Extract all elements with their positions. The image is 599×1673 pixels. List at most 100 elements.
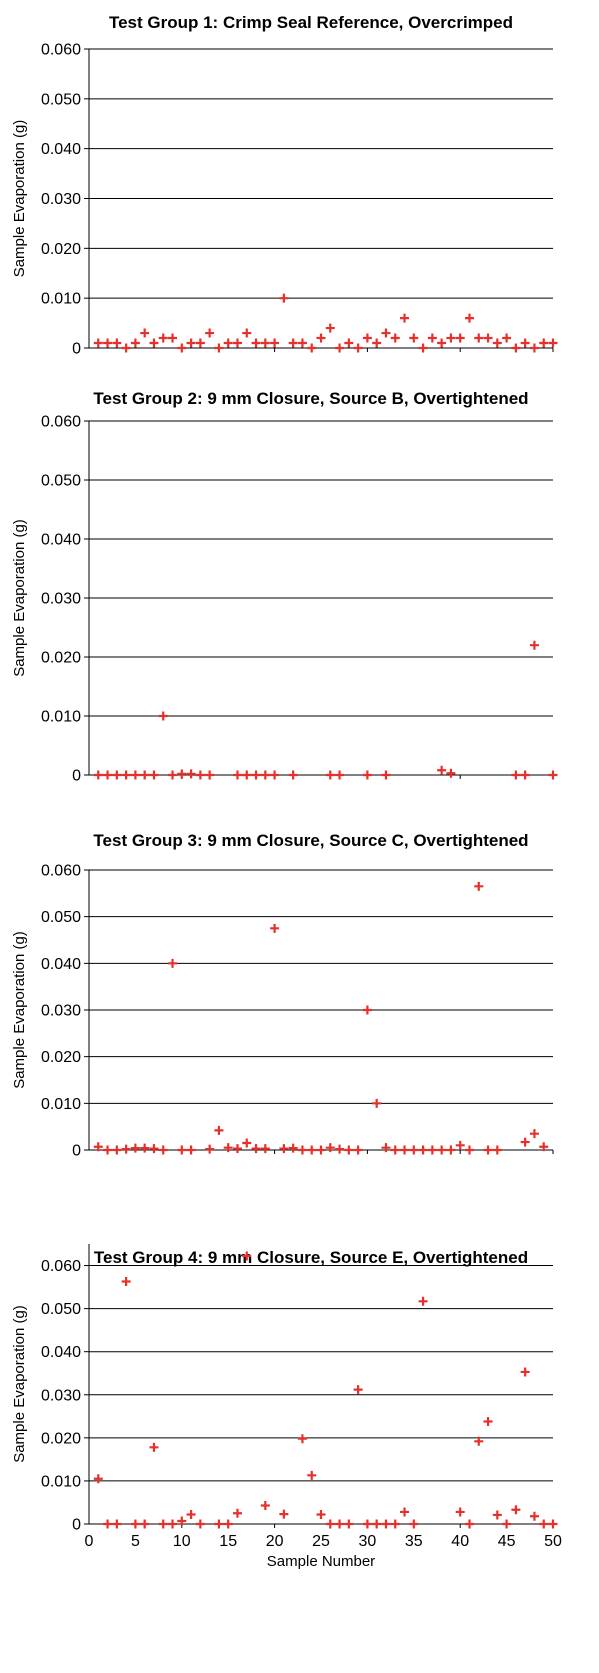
data-point [232,1508,242,1518]
x-tick-label: 15 [219,1533,237,1550]
data-point [130,1519,140,1529]
y-tick-label: 0.060 [41,414,81,431]
x-tick-label: 25 [312,1533,330,1550]
data-point [362,770,372,780]
data-point [93,1474,103,1484]
chart-title: Test Group 2: 9 mm Closure, Source B, Ov… [93,389,528,408]
data-point [529,640,539,650]
x-tick-label: 5 [131,1533,140,1550]
y-tick-label: 0 [72,1143,81,1160]
chart-title: Test Group 1: Crimp Seal Reference, Over… [109,13,513,32]
data-point [529,1511,539,1521]
data-point [214,1125,224,1135]
data-point [242,770,252,780]
data-point [279,1144,289,1154]
data-point [149,1442,159,1452]
data-point [390,333,400,343]
data-point [251,338,261,348]
data-point [325,323,335,333]
data-point [103,770,113,780]
data-point [418,343,428,353]
data-point [112,770,122,780]
data-point [335,1519,345,1529]
data-point [112,338,122,348]
data-point [362,333,372,343]
data-point [307,1470,317,1480]
data-point [464,1145,474,1155]
data-point [502,1519,512,1529]
data-point [362,1005,372,1015]
data-point [372,338,382,348]
data-point [539,1519,549,1529]
data-point [353,1145,363,1155]
data-point [529,343,539,353]
data-point [158,711,168,721]
data-point [316,1145,326,1155]
data-point [409,1145,419,1155]
y-tick-label: 0.040 [41,1344,81,1361]
y-axis-title: Sample Evaporation (g) [11,519,28,677]
data-point [195,1519,205,1529]
data-point [520,770,530,780]
chart-title: Test Group 3: 9 mm Closure, Source C, Ov… [93,831,528,850]
data-point [130,338,140,348]
data-point [177,1516,187,1526]
data-point [474,1436,484,1446]
data-point [251,770,261,780]
data-point [409,333,419,343]
data-point [381,328,391,338]
data-point [483,1416,493,1426]
data-point [335,1144,345,1154]
data-point [446,1145,456,1155]
chart-title: Test Group 4: 9 mm Closure, Source E, Ov… [94,1248,528,1267]
data-point [168,333,178,343]
data-point [279,293,289,303]
data-point [548,338,558,348]
data-point [223,1143,233,1153]
data-point [232,770,242,780]
data-point [112,1145,122,1155]
data-point [297,1145,307,1155]
data-point [130,770,140,780]
data-point [270,770,280,780]
data-point [372,1098,382,1108]
data-point [464,1519,474,1529]
data-point [242,1138,252,1148]
data-point [177,343,187,353]
data-point [381,770,391,780]
data-point [223,338,233,348]
data-point [93,338,103,348]
data-point [168,1519,178,1529]
data-point [232,338,242,348]
x-axis-title: Sample Number [267,1553,375,1570]
y-tick-label: 0.050 [41,91,81,108]
data-point [427,1145,437,1155]
data-point [149,770,159,780]
data-point [121,770,131,780]
data-point [288,1143,298,1153]
y-tick-label: 0.020 [41,241,81,258]
y-tick-label: 0.020 [41,1430,81,1447]
data-point [260,338,270,348]
data-point [511,770,521,780]
y-tick-label: 0.030 [41,191,81,208]
data-point [400,1145,410,1155]
data-point [205,1144,215,1154]
data-point [446,768,456,778]
x-tick-label: 40 [451,1533,469,1550]
data-point [492,338,502,348]
data-point [260,1500,270,1510]
data-point [474,881,484,891]
data-point [260,1144,270,1154]
data-point [251,1144,261,1154]
y-axis-title: Sample Evaporation (g) [11,931,28,1089]
y-tick-label: 0.030 [41,1003,81,1020]
data-point [502,333,512,343]
data-point [455,1507,465,1517]
data-point [195,770,205,780]
data-point [223,1519,233,1529]
x-tick-label: 35 [405,1533,423,1550]
data-point [307,1145,317,1155]
y-tick-label: 0.050 [41,473,81,490]
